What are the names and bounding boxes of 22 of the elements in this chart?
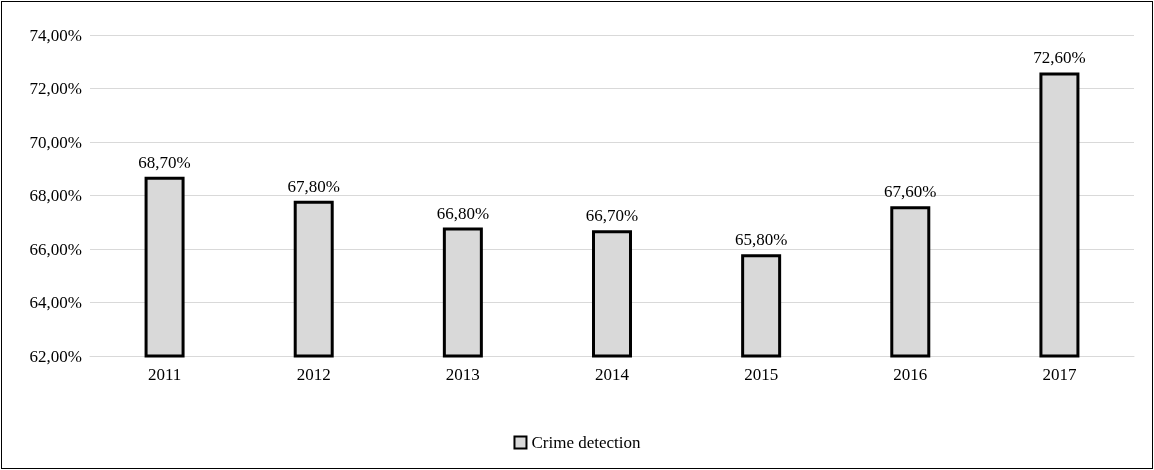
x-tick-label: 2014 (595, 365, 630, 384)
y-tick-label: 68,00% (29, 186, 82, 205)
data-label: 65,80% (734, 230, 788, 250)
y-tick-label: 64,00% (29, 293, 82, 312)
data-label: 66,80% (436, 203, 490, 223)
x-tick-label: 2012 (296, 365, 331, 384)
x-tick-label: 2015 (744, 365, 779, 384)
y-tick-label: 74,00% (29, 25, 82, 45)
x-tick-label: 2013 (445, 365, 480, 384)
data-label: 66,70% (585, 206, 639, 226)
x-tick-label: 2017 (1042, 365, 1077, 384)
y-tick-label: 66,00% (29, 239, 82, 259)
legend-label: Crime detection (531, 433, 642, 452)
y-tick-label: 72,00% (29, 79, 82, 98)
x-tick-label: 2011 (147, 365, 182, 384)
data-label: 68,70% (138, 152, 191, 172)
data-label: 67,60% (884, 182, 937, 202)
y-tick-label: 62,00% (29, 346, 82, 366)
data-label: 67,80% (287, 176, 340, 196)
x-tick-label: 2016 (893, 365, 928, 384)
y-tick-label: 70,00% (29, 132, 82, 152)
data-label: 72,60% (1033, 48, 1086, 68)
